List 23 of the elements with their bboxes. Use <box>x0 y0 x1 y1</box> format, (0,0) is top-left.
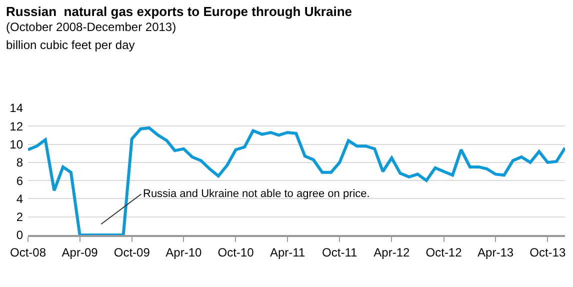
x-tick-label: Apr-13 <box>478 245 514 260</box>
x-tick-label: Oct-13 <box>530 245 566 260</box>
y-axis-title: billion cubic feet per day <box>6 38 135 52</box>
y-tick-label: 14 <box>10 101 24 116</box>
y-tick-label: 2 <box>16 210 24 224</box>
x-tick-label: Oct-08 <box>10 245 46 260</box>
y-tick-label: 0 <box>16 228 24 242</box>
y-tick-label: 12 <box>10 119 24 134</box>
x-tick-label: Apr-11 <box>270 245 306 260</box>
chart-subtitle: (October 2008-December 2013) <box>6 20 176 34</box>
annotation: Russia and Ukraine not able to agree on price. <box>143 188 370 200</box>
y-tick-label: 10 <box>10 137 24 152</box>
y-tick-label: 6 <box>16 174 24 188</box>
chart-title: Russian natural gas exports to Europe through Ukraine <box>6 4 352 19</box>
y-tick-label: 8 <box>16 156 24 170</box>
x-tick-label: Apr-09 <box>62 245 98 260</box>
x-tick-label: Apr-10 <box>166 245 202 260</box>
x-tick-label: Apr-12 <box>374 245 410 260</box>
x-tick-label: Oct-09 <box>114 245 150 260</box>
x-tick-label: Oct-10 <box>218 245 254 260</box>
x-tick-label: Oct-12 <box>426 245 462 260</box>
y-tick-label: 4 <box>16 192 24 206</box>
x-tick-label: Oct-11 <box>322 245 358 260</box>
